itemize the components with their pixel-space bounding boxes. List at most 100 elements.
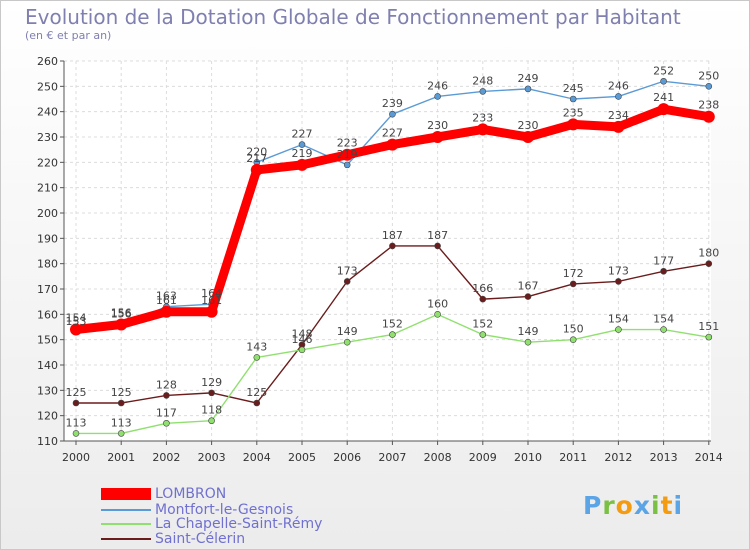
data-point-la-chapelle — [389, 331, 396, 338]
data-label: 160 — [427, 297, 448, 310]
y-tick-label: 200 — [37, 207, 58, 220]
legend-item-saint-celerin: Saint-Célerin — [101, 531, 246, 547]
legend-swatch-la-chapelle — [101, 523, 151, 525]
data-point-montfort — [434, 93, 441, 100]
data-label: 246 — [608, 79, 629, 92]
legend-swatch-saint-celerin — [101, 538, 151, 540]
data-point-saint-celerin — [208, 389, 215, 397]
data-point-lombron — [476, 123, 489, 136]
data-label: 148 — [292, 328, 313, 341]
data-point-saint-celerin — [343, 278, 351, 285]
y-tick-label: 120 — [37, 410, 58, 423]
data-point-lombron — [702, 110, 715, 123]
logo-letter: t — [660, 491, 674, 520]
legend-item-lombron: LOMBRON — [101, 486, 227, 502]
x-tick-label: 2005 — [288, 451, 316, 464]
x-tick-label: 2000 — [62, 451, 90, 464]
data-label: 146 — [292, 333, 313, 346]
data-label: 154 — [653, 313, 674, 326]
data-label: 166 — [472, 282, 493, 295]
data-label: 164 — [201, 287, 222, 300]
data-label: 227 — [292, 128, 313, 141]
data-label: 154 — [66, 312, 87, 325]
y-tick-label: 150 — [37, 334, 58, 347]
data-label: 227 — [382, 127, 403, 140]
data-label: 217 — [246, 152, 267, 165]
data-label: 118 — [201, 404, 222, 417]
data-label: 219 — [292, 147, 313, 160]
logo-letter: i — [673, 491, 684, 520]
y-tick-label: 130 — [37, 384, 58, 397]
data-point-lombron — [341, 148, 354, 161]
x-tick-label: 2004 — [243, 451, 271, 464]
data-point-lombron — [567, 118, 580, 131]
data-label: 173 — [608, 264, 629, 277]
x-tick-label: 2001 — [107, 451, 135, 464]
data-point-lombron — [296, 158, 308, 171]
data-point-saint-celerin — [253, 399, 261, 407]
data-label: 113 — [111, 416, 132, 429]
logo-letter: x — [633, 491, 651, 520]
data-label: 180 — [698, 247, 719, 260]
data-point-saint-celerin — [569, 280, 577, 288]
data-label: 163 — [156, 290, 177, 303]
data-point-lombron — [205, 305, 218, 318]
data-label: 152 — [382, 318, 403, 331]
series-lines — [70, 77, 715, 437]
data-point-montfort — [389, 110, 396, 118]
data-point-saint-celerin — [163, 392, 170, 399]
data-point-lombron — [70, 323, 82, 336]
data-point-montfort — [569, 95, 577, 103]
data-point-la-chapelle — [343, 338, 351, 346]
data-label: 250 — [698, 69, 719, 82]
data-point-lombron — [657, 103, 670, 116]
x-tick-label: 2003 — [198, 451, 226, 464]
legend-label: Saint-Célerin — [155, 531, 246, 547]
y-tick-label: 140 — [37, 359, 58, 372]
logo-letter: r — [602, 491, 616, 520]
legend-label: LOMBRON — [155, 486, 227, 502]
x-tick-label: 2002 — [152, 451, 180, 464]
chart-subtitle: (en € et par an) — [25, 29, 112, 42]
data-point-la-chapelle — [72, 430, 80, 437]
data-point-saint-celerin — [72, 399, 80, 407]
data-point-lombron — [160, 305, 173, 318]
data-point-la-chapelle — [117, 430, 125, 437]
data-point-lombron — [115, 318, 128, 331]
proxiti-logo: Proxiti — [583, 491, 683, 520]
data-point-la-chapelle — [298, 346, 306, 354]
data-label: 219 — [337, 148, 358, 161]
legend-item-la-chapelle: La Chapelle-Saint-Rémy — [101, 516, 322, 532]
data-label: 248 — [472, 74, 493, 87]
data-point-saint-celerin — [479, 295, 487, 303]
y-tick-label: 110 — [37, 435, 58, 448]
data-point-saint-celerin — [434, 242, 441, 250]
data-label: 143 — [246, 340, 267, 353]
data-label: 246 — [427, 79, 448, 92]
chart-title: Evolution de la Dotation Globale de Fonc… — [25, 5, 681, 29]
x-tick-label: 2013 — [650, 451, 678, 464]
logo-letter: P — [583, 491, 603, 520]
data-label: 117 — [156, 406, 177, 419]
data-point-la-chapelle — [253, 354, 261, 361]
data-point-saint-celerin — [705, 260, 713, 267]
data-point-lombron — [386, 138, 399, 151]
data-label: 154 — [608, 313, 629, 326]
data-point-montfort — [524, 85, 532, 93]
x-tick-label: 2009 — [469, 451, 497, 464]
data-label: 245 — [563, 82, 584, 95]
data-label: 129 — [201, 376, 222, 389]
x-tick-label: 2012 — [604, 451, 632, 464]
data-label: 239 — [382, 97, 403, 110]
data-label: 252 — [653, 64, 674, 77]
y-tick-label: 220 — [37, 156, 58, 169]
data-label: 241 — [653, 91, 674, 104]
y-tick-label: 170 — [37, 283, 58, 296]
data-label: 152 — [472, 318, 493, 331]
y-tick-label: 240 — [37, 106, 58, 119]
y-tick-label: 260 — [37, 55, 58, 68]
y-tick-label: 190 — [37, 232, 58, 245]
data-label: 150 — [563, 323, 584, 336]
